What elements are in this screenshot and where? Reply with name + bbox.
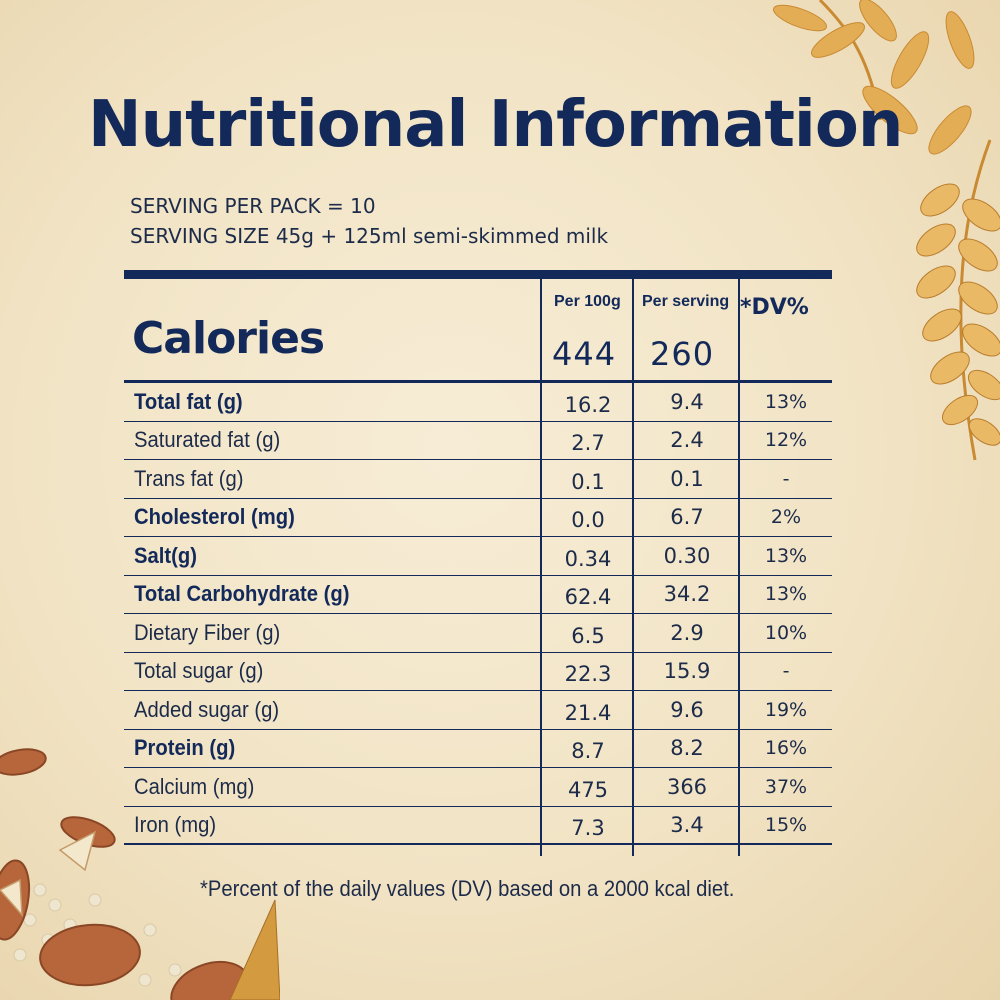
value-per-serving: 366 bbox=[666, 774, 708, 799]
nutrient-name: Dietary Fiber (g) bbox=[134, 619, 281, 645]
column-divider bbox=[632, 279, 634, 856]
value-per100g: 475 bbox=[567, 777, 609, 802]
value-per-serving: 9.4 bbox=[670, 389, 704, 414]
wheat-decoration bbox=[773, 0, 1000, 461]
table-row: Dietary Fiber (g) 6.5 2.9 10% bbox=[124, 614, 832, 653]
value-per-serving: 3.4 bbox=[670, 812, 704, 837]
value-per-serving: 0.1 bbox=[670, 466, 704, 491]
footnote: *Percent of the daily values (DV) based … bbox=[200, 876, 735, 901]
value-dv: 10% bbox=[764, 621, 808, 644]
nutrient-name: Saturated fat (g) bbox=[134, 427, 281, 453]
value-per-serving: 34.2 bbox=[663, 582, 711, 607]
value-per100g: 0.1 bbox=[571, 469, 605, 494]
value-dv: 2% bbox=[770, 506, 802, 529]
nutrient-rows: Total fat (g) 16.2 9.4 13% Saturated fat (g)… bbox=[124, 383, 832, 845]
table-row: Total sugar (g) 22.3 15.9 - bbox=[124, 653, 832, 691]
table-row: Calcium (mg) 475 366 37% bbox=[124, 768, 832, 807]
table-row: Cholesterol (mg) 0.0 6.7 2% bbox=[124, 499, 832, 537]
value-dv: - bbox=[782, 660, 790, 683]
page-title: Nutritional Information bbox=[88, 88, 903, 162]
servings-per-pack: SERVING PER PACK = 10 bbox=[130, 194, 376, 218]
value-dv: 19% bbox=[764, 698, 808, 721]
table-row: Salt(g) 0.34 0.30 13% bbox=[124, 537, 832, 576]
value-dv: 15% bbox=[764, 813, 808, 836]
table-row: Trans fat (g) 0.1 0.1 - bbox=[124, 460, 832, 499]
value-per100g: 6.5 bbox=[571, 623, 605, 648]
value-per-serving: 0.30 bbox=[663, 543, 711, 568]
value-dv: 13% bbox=[764, 583, 808, 606]
value-per-serving: 8.2 bbox=[670, 736, 704, 761]
value-per-serving: 6.7 bbox=[670, 505, 704, 530]
value-per100g: 7.3 bbox=[571, 815, 605, 840]
nutrient-name: Salt(g) bbox=[134, 542, 197, 568]
value-per100g: 2.7 bbox=[571, 431, 605, 456]
value-per100g: 21.4 bbox=[564, 700, 612, 725]
value-per100g: 22.3 bbox=[564, 662, 612, 687]
almond-decoration bbox=[0, 748, 280, 1000]
calories-per-serving: 260 bbox=[650, 335, 715, 373]
value-per-serving: 2.9 bbox=[670, 620, 704, 645]
serving-size: SERVING SIZE 45g + 125ml semi-skimmed mi… bbox=[130, 224, 609, 248]
calories-label: Calories bbox=[132, 313, 325, 364]
table-row: Total Carbohydrate (g) 62.4 34.2 13% bbox=[124, 576, 832, 614]
value-per100g: 8.7 bbox=[571, 739, 605, 764]
table-row: Total fat (g) 16.2 9.4 13% bbox=[124, 383, 832, 422]
value-dv: 37% bbox=[764, 775, 808, 798]
nutrient-name: Trans fat (g) bbox=[134, 465, 244, 491]
value-per100g: 0.0 bbox=[571, 508, 605, 533]
nutrient-name: Protein (g) bbox=[134, 735, 236, 761]
nutrient-name: Total sugar (g) bbox=[134, 658, 264, 684]
nutrient-name: Calcium (mg) bbox=[134, 773, 255, 799]
column-divider bbox=[738, 279, 740, 856]
table-top-bar bbox=[124, 270, 832, 279]
col-per-serving-header: Per serving bbox=[642, 293, 730, 310]
nutrient-name: Total Carbohydrate (g) bbox=[134, 581, 350, 607]
value-dv: - bbox=[782, 467, 790, 490]
value-dv: 16% bbox=[764, 737, 808, 760]
col-per100g-header: Per 100g bbox=[554, 293, 621, 310]
value-per100g: 16.2 bbox=[564, 392, 612, 417]
nutrient-name: Added sugar (g) bbox=[134, 696, 280, 722]
value-per-serving: 2.4 bbox=[670, 428, 704, 453]
nutrition-table: Calories Per 100g Per serving *DV% 444 2… bbox=[124, 270, 832, 856]
nutrient-name: Iron (mg) bbox=[134, 811, 217, 837]
value-dv: 13% bbox=[764, 390, 808, 413]
col-dv-header: *DV% bbox=[740, 295, 809, 320]
calories-per100g: 444 bbox=[552, 335, 617, 373]
table-row: Iron (mg) 7.3 3.4 15% bbox=[124, 807, 832, 845]
value-per100g: 0.34 bbox=[564, 546, 612, 571]
nutrient-name: Cholesterol (mg) bbox=[134, 504, 295, 530]
calories-header: Calories Per 100g Per serving *DV% 444 2… bbox=[124, 279, 832, 383]
value-dv: 13% bbox=[764, 544, 808, 567]
value-per-serving: 15.9 bbox=[663, 659, 711, 684]
table-row: Saturated fat (g) 2.7 2.4 12% bbox=[124, 422, 832, 460]
nutrient-name: Total fat (g) bbox=[134, 388, 243, 414]
value-dv: 12% bbox=[764, 429, 808, 452]
table-row: Added sugar (g) 21.4 9.6 19% bbox=[124, 691, 832, 730]
value-per-serving: 9.6 bbox=[670, 697, 704, 722]
column-divider bbox=[540, 279, 542, 856]
value-per100g: 62.4 bbox=[564, 585, 612, 610]
table-row: Protein (g) 8.7 8.2 16% bbox=[124, 730, 832, 768]
